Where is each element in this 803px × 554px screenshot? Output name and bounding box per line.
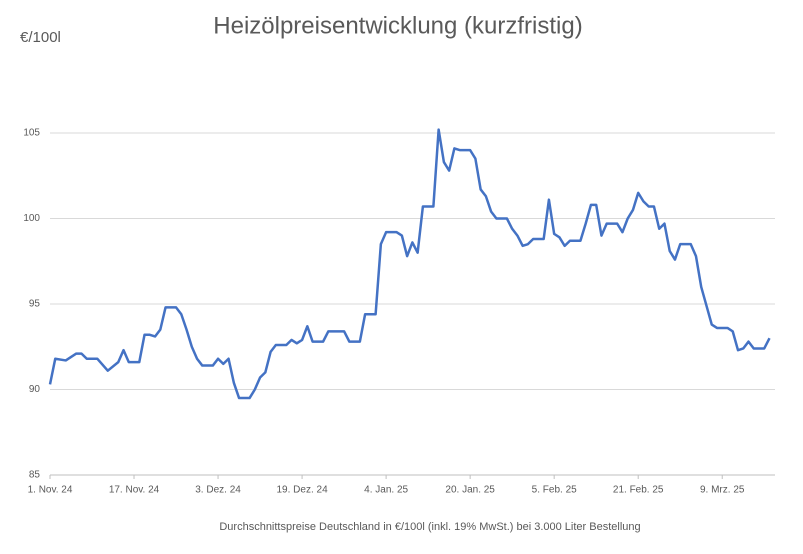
x-tick-label: 1. Nov. 24 [28,485,73,496]
y-axis-label: €/100l [20,29,61,46]
y-tick-label: 105 [23,128,40,139]
footnote: Durchschnittspreise Deutschland in €/100… [219,521,640,533]
x-tick-label: 3. Dez. 24 [195,485,241,496]
x-tick-label: 9. Mrz. 25 [700,485,745,496]
y-tick-label: 95 [29,299,41,310]
y-tick-label: 100 [23,213,40,224]
price-line [48,128,771,400]
x-tick-label: 17. Nov. 24 [109,485,160,496]
x-tick-label: 4. Jan. 25 [364,485,408,496]
y-tick-label: 85 [29,470,41,481]
x-tick-label: 5. Feb. 25 [532,485,577,496]
x-tick-label: 21. Feb. 25 [613,485,664,496]
chart-title: Heizölpreisentwicklung (kurzfristig) [213,12,582,39]
y-tick-label: 90 [29,384,41,395]
x-tick-label: 19. Dez. 24 [277,485,329,496]
x-tick-label: 20. Jan. 25 [445,485,495,496]
